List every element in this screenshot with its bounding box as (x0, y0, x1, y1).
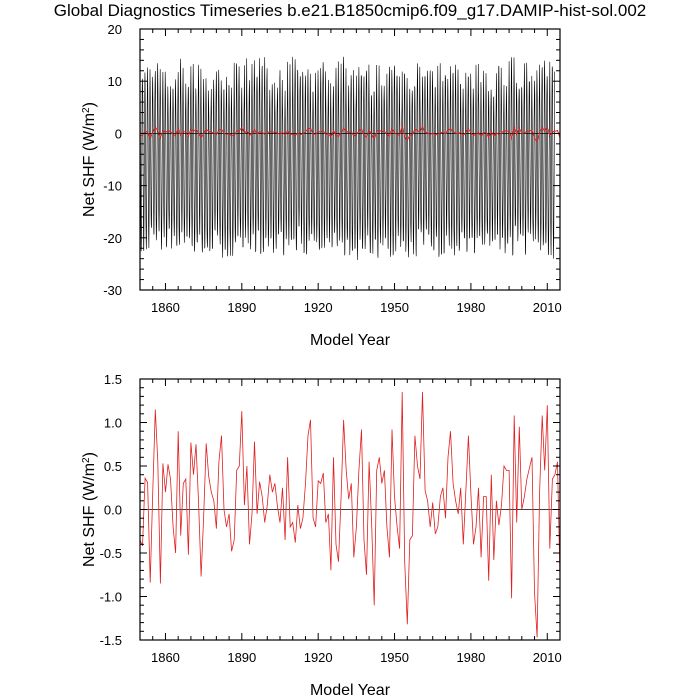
x-tick-label: 1920 (304, 650, 333, 665)
x-tick-label: 1860 (151, 650, 180, 665)
y-tick-label: 0.0 (104, 503, 122, 518)
bottom-panel: 1860 1890 1920 1950 1980 2010 -1.5 -1.0 -0.5 0.0 0… (81, 372, 562, 699)
top-panel: 1860 1890 1920 1950 1980 2010 -30 -20 -10 0 10 20 Mo… (81, 22, 562, 349)
y-tick-label: 1.5 (104, 372, 122, 387)
plot-frame (139, 28, 561, 291)
y-tick-label: -1.0 (100, 590, 122, 605)
x-tick-label: 1860 (151, 300, 180, 315)
y-tick-label: -0.5 (100, 546, 122, 561)
y-tick-label: 0 (115, 126, 122, 141)
x-tick-label: 2010 (533, 650, 562, 665)
x-tick-label: 1890 (227, 650, 256, 665)
y-tick-label: -1.5 (100, 633, 122, 648)
x-tick-label: 1980 (456, 300, 485, 315)
x-tick-label: 1950 (380, 300, 409, 315)
y-axis-title: Net SHF (W/m2) (81, 452, 99, 567)
x-tick-label: 1890 (227, 300, 256, 315)
annual-mean-series-line (140, 124, 560, 143)
y-tick-label: -30 (103, 283, 122, 298)
y-tick-label: 20 (108, 22, 122, 37)
plot-area (140, 391, 560, 638)
y-axis-title: Net SHF (W/m2) (81, 102, 99, 217)
annual-mean-series-line (140, 391, 560, 638)
plot-area (140, 56, 560, 261)
x-tick-label: 1980 (456, 650, 485, 665)
chart-title: Global Diagnostics Timeseries b.e21.B185… (53, 1, 647, 20)
y-tick-label: -10 (103, 179, 122, 194)
x-tick-label: 1920 (304, 300, 333, 315)
y-tick-label: -20 (103, 231, 122, 246)
x-axis-title: Model Year (310, 332, 391, 349)
y-tick-label: 1.0 (104, 416, 122, 431)
y-tick-label: 10 (108, 74, 122, 89)
x-tick-label: 1950 (380, 650, 409, 665)
y-tick-label: 0.5 (104, 459, 122, 474)
x-axis-title: Model Year (310, 682, 391, 699)
x-tick-label: 2010 (533, 300, 562, 315)
monthly-series-line (140, 56, 556, 261)
